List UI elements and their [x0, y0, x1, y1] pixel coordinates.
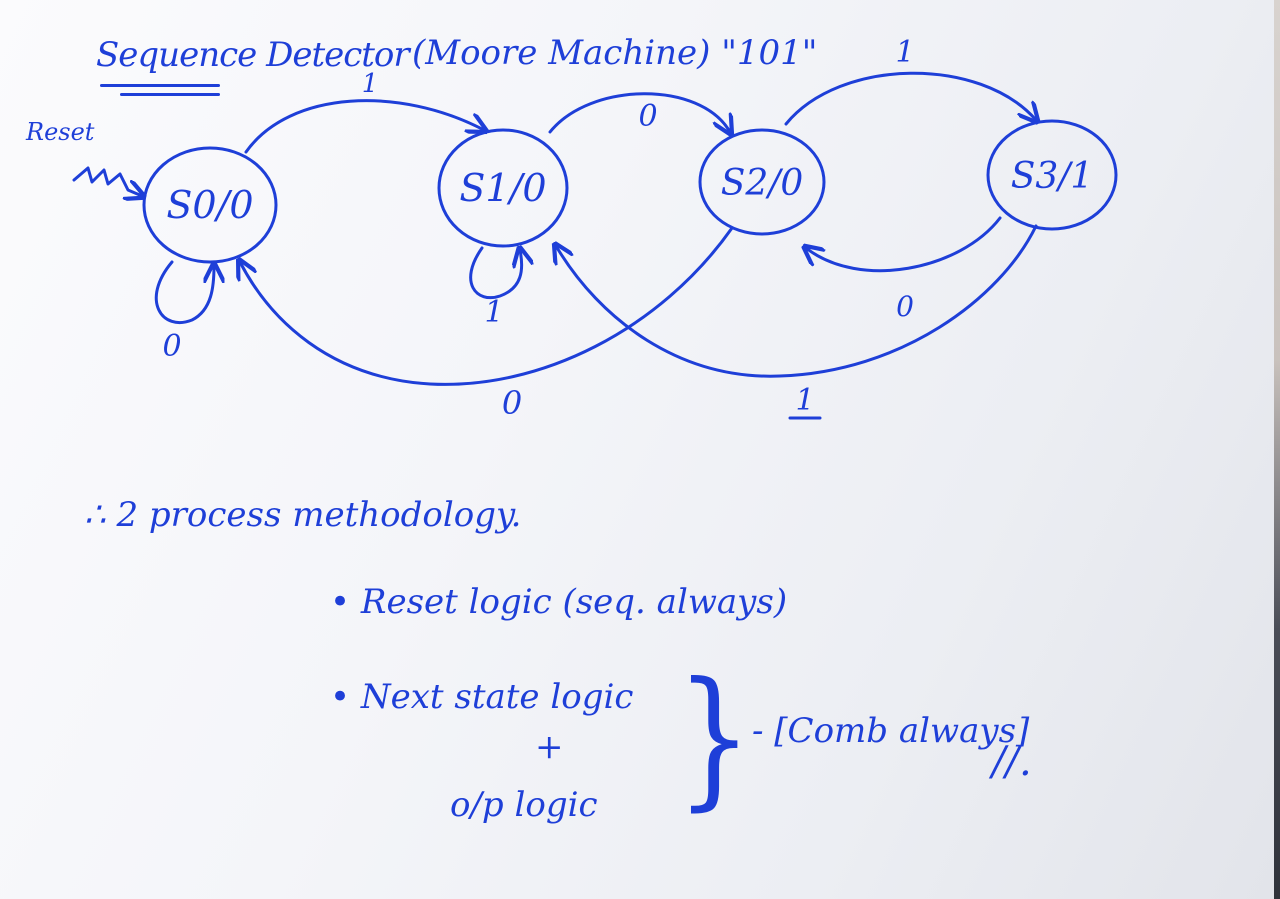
transition-s3-s1-label: 1: [795, 383, 814, 418]
state-s2-label: S2/0: [721, 163, 804, 204]
notes-output-logic: o/p logic: [450, 785, 598, 825]
notes-plus: +: [535, 727, 564, 767]
notes-end-mark: //.: [992, 739, 1032, 785]
state-s1: S1/0: [437, 128, 569, 248]
transition-s1-s2-label: 0: [638, 99, 657, 134]
state-s0: S0/0: [142, 146, 278, 264]
state-s1-label: S1/0: [459, 166, 546, 210]
notes-item-reset-logic: • Reset logic (seq. always): [330, 582, 788, 622]
title-underline-2: [120, 93, 220, 96]
transition-s1-s1-label: 1: [484, 295, 503, 330]
transition-s3-s2: 0: [806, 216, 1002, 323]
transition-s0-s0-label: 0: [162, 329, 181, 364]
transition-s3-s1: 1: [556, 224, 1038, 420]
notes-comb-always: - [Comb always]: [752, 711, 1030, 751]
state-s3: S3/1: [986, 119, 1118, 231]
diagram-title-suffix: (Moore Machine) "101": [412, 33, 818, 73]
diagram-title: Sequence Detector: [96, 35, 410, 75]
transition-s0-s0: 0: [154, 260, 214, 364]
transition-s1-s1: 1: [469, 248, 522, 330]
notes-item-next-state-logic: • Next state logic: [330, 677, 634, 717]
transition-s2-s3: 1: [784, 35, 1036, 124]
transition-s1-s2: 0: [548, 92, 730, 134]
transition-s2-s3-label: 1: [895, 35, 914, 70]
state-s2: S2/0: [698, 128, 826, 236]
notes-header: ∴ 2 process methodology.: [84, 495, 522, 535]
transition-s0-s1: 1: [244, 69, 484, 154]
reset-label: Reset: [26, 118, 95, 146]
reset-arrow: [72, 166, 142, 196]
page-edge: [1274, 0, 1280, 899]
title-underline: [100, 84, 220, 87]
transition-s2-s0-label: 0: [502, 384, 522, 422]
transition-s3-s2-label: 0: [896, 290, 914, 323]
notes-brace: }: [676, 651, 753, 826]
state-s3-label: S3/1: [1011, 156, 1094, 197]
transition-s0-s1-label: 1: [362, 69, 379, 99]
state-s0-label: S0/0: [166, 183, 253, 227]
transition-s2-s0: 0: [240, 226, 734, 422]
